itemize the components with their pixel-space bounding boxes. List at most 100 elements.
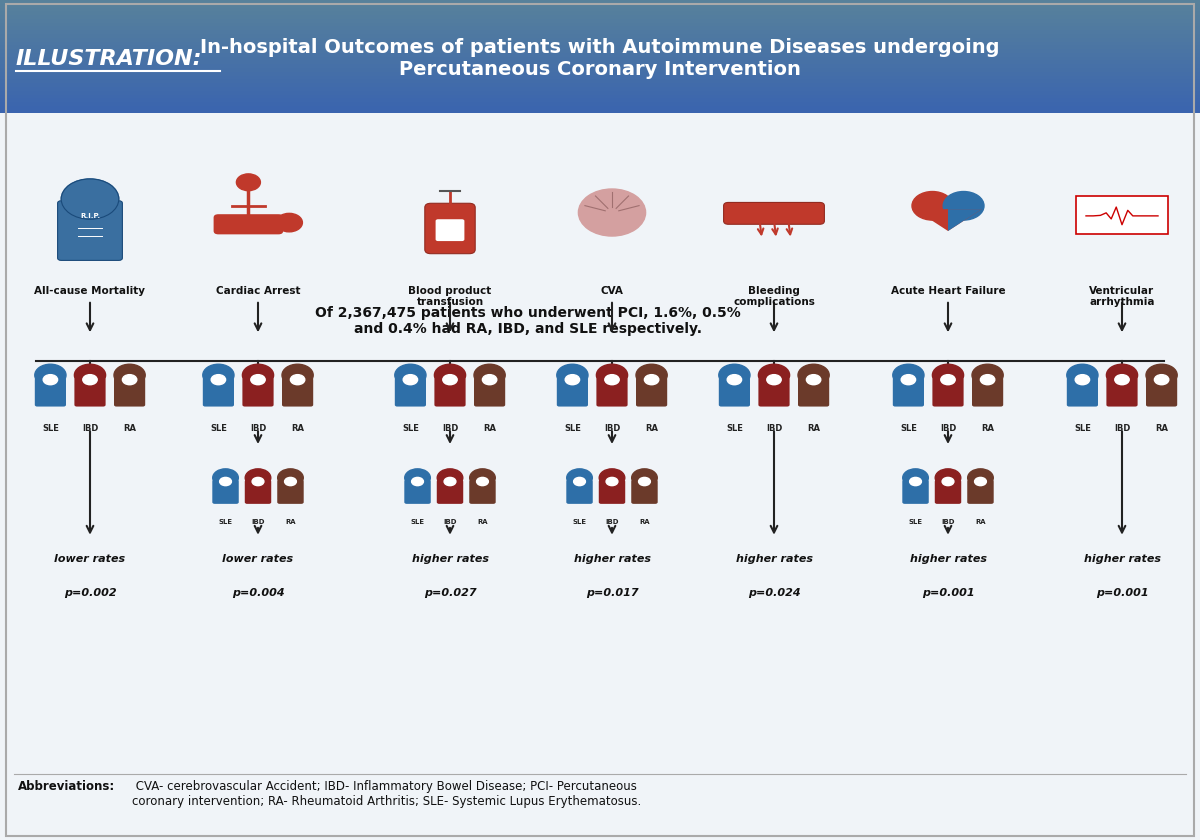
FancyBboxPatch shape [0, 19, 1200, 23]
Circle shape [74, 365, 106, 386]
FancyBboxPatch shape [758, 378, 790, 407]
Text: p=0.001: p=0.001 [922, 588, 974, 598]
Text: p=0.017: p=0.017 [586, 588, 638, 598]
Text: lower rates: lower rates [54, 554, 126, 564]
FancyBboxPatch shape [242, 378, 274, 407]
Circle shape [557, 365, 588, 386]
Circle shape [242, 365, 274, 386]
Text: IBD: IBD [442, 424, 458, 433]
Text: RA: RA [808, 424, 820, 433]
Text: higher rates: higher rates [910, 554, 986, 564]
Text: IBD: IBD [1114, 424, 1130, 433]
Circle shape [476, 477, 488, 486]
FancyBboxPatch shape [0, 91, 1200, 95]
FancyBboxPatch shape [0, 57, 1200, 60]
Circle shape [636, 365, 667, 386]
Text: IBD: IBD [82, 424, 98, 433]
FancyBboxPatch shape [599, 480, 625, 504]
FancyBboxPatch shape [212, 480, 239, 504]
Circle shape [719, 365, 750, 386]
Text: higher rates: higher rates [1084, 554, 1160, 564]
FancyBboxPatch shape [902, 480, 929, 504]
Circle shape [596, 365, 628, 386]
Text: lower rates: lower rates [222, 554, 294, 564]
FancyBboxPatch shape [1146, 378, 1177, 407]
Text: IBD: IBD [251, 519, 265, 525]
FancyBboxPatch shape [0, 15, 1200, 19]
Circle shape [276, 213, 302, 232]
Circle shape [443, 375, 457, 385]
Text: SLE: SLE [564, 424, 581, 433]
Circle shape [943, 192, 984, 220]
Text: RA: RA [1156, 424, 1168, 433]
Text: ILLUSTRATION:: ILLUSTRATION: [16, 49, 202, 69]
FancyBboxPatch shape [893, 378, 924, 407]
Circle shape [404, 469, 431, 486]
Circle shape [61, 179, 119, 219]
Circle shape [902, 469, 929, 486]
Text: IBD: IBD [250, 424, 266, 433]
FancyBboxPatch shape [437, 480, 463, 504]
FancyBboxPatch shape [0, 0, 1200, 4]
Circle shape [1106, 365, 1138, 386]
Text: SLE: SLE [218, 519, 233, 525]
FancyBboxPatch shape [1076, 196, 1168, 234]
Polygon shape [914, 209, 982, 231]
Circle shape [35, 365, 66, 386]
FancyBboxPatch shape [0, 38, 1200, 42]
Text: RA: RA [124, 424, 136, 433]
FancyBboxPatch shape [932, 378, 964, 407]
Circle shape [203, 365, 234, 386]
FancyBboxPatch shape [935, 480, 961, 504]
FancyBboxPatch shape [214, 214, 283, 234]
FancyBboxPatch shape [277, 480, 304, 504]
Text: Abbreviations:: Abbreviations: [18, 780, 115, 792]
FancyBboxPatch shape [58, 201, 122, 260]
Circle shape [114, 365, 145, 386]
Text: p=0.024: p=0.024 [748, 588, 800, 598]
Circle shape [798, 365, 829, 386]
Text: Ventricular
arrhythmia: Ventricular arrhythmia [1090, 286, 1154, 307]
Text: All-cause Mortality: All-cause Mortality [35, 286, 145, 296]
Text: R.I.P.: R.I.P. [80, 213, 100, 219]
Circle shape [469, 469, 496, 486]
Circle shape [599, 469, 625, 486]
Circle shape [444, 477, 456, 486]
Circle shape [251, 375, 265, 385]
FancyBboxPatch shape [719, 378, 750, 407]
FancyBboxPatch shape [557, 378, 588, 407]
FancyBboxPatch shape [0, 95, 1200, 98]
Circle shape [767, 375, 781, 385]
Circle shape [1067, 365, 1098, 386]
Text: SLE: SLE [210, 424, 227, 433]
Circle shape [942, 477, 954, 486]
Circle shape [912, 192, 953, 220]
Circle shape [967, 469, 994, 486]
FancyBboxPatch shape [282, 378, 313, 407]
Circle shape [631, 469, 658, 486]
Circle shape [83, 375, 97, 385]
FancyBboxPatch shape [798, 378, 829, 407]
Circle shape [1146, 365, 1177, 386]
Text: p=0.001: p=0.001 [1096, 588, 1148, 598]
Text: SLE: SLE [410, 519, 425, 525]
Text: RA: RA [646, 424, 658, 433]
FancyBboxPatch shape [0, 102, 1200, 106]
Text: Bleeding
complications: Bleeding complications [733, 286, 815, 307]
FancyBboxPatch shape [566, 480, 593, 504]
Circle shape [412, 477, 424, 486]
FancyBboxPatch shape [0, 30, 1200, 34]
Text: IBD: IBD [605, 519, 619, 525]
Text: RA: RA [640, 519, 649, 525]
FancyBboxPatch shape [425, 203, 475, 254]
Text: SLE: SLE [726, 424, 743, 433]
FancyBboxPatch shape [0, 27, 1200, 30]
Circle shape [932, 365, 964, 386]
Text: p=0.002: p=0.002 [64, 588, 116, 598]
Circle shape [758, 365, 790, 386]
FancyBboxPatch shape [0, 53, 1200, 57]
Circle shape [972, 365, 1003, 386]
FancyBboxPatch shape [0, 80, 1200, 83]
Text: RA: RA [292, 424, 304, 433]
Circle shape [606, 477, 618, 486]
